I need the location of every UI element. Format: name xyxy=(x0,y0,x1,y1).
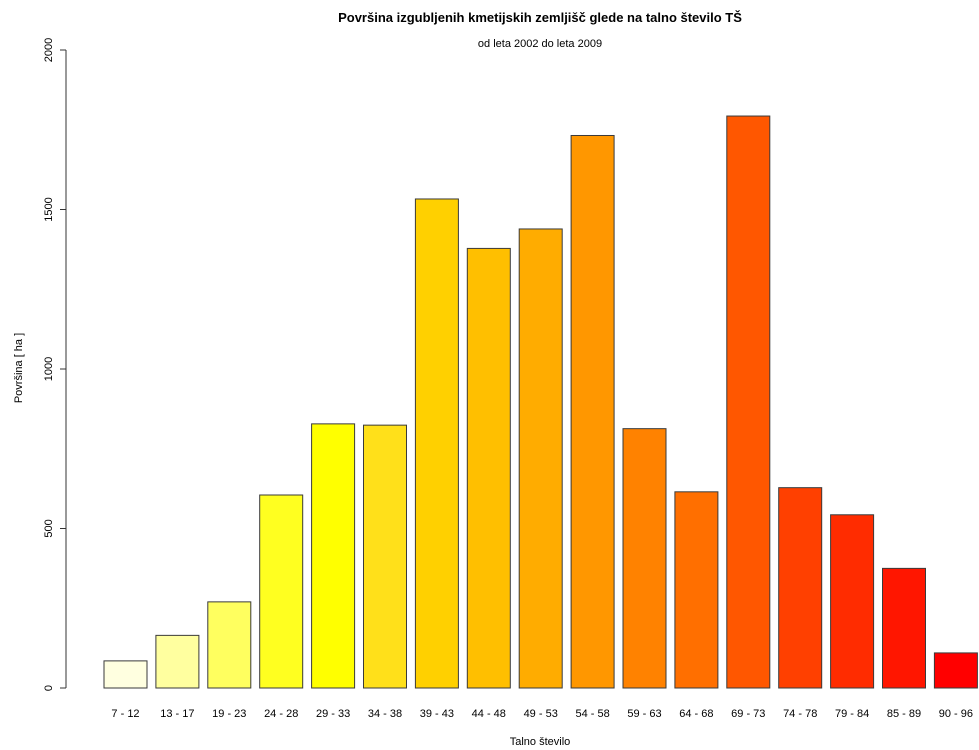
x-tick-label-11: 64 - 68 xyxy=(679,708,713,720)
y-tick-label-1: 500 xyxy=(43,519,55,537)
bar-5 xyxy=(363,424,407,689)
bar-3 xyxy=(259,494,304,689)
bar-8 xyxy=(518,228,563,689)
x-tick-label-16: 90 - 96 xyxy=(939,708,973,720)
x-tick-label-7: 44 - 48 xyxy=(472,708,506,720)
bar-10 xyxy=(622,428,667,689)
y-tick-label-2: 1000 xyxy=(43,357,55,381)
bar-4 xyxy=(311,423,356,689)
chart-subtitle: od leta 2002 do leta 2009 xyxy=(478,38,602,50)
y-tick-label-4: 2000 xyxy=(43,38,55,62)
y-tick-label-0: 0 xyxy=(43,685,55,691)
x-tick-label-8: 49 - 53 xyxy=(524,708,558,720)
bar-6 xyxy=(414,198,459,689)
x-tick-label-5: 34 - 38 xyxy=(368,708,402,720)
x-tick-label-10: 59 - 63 xyxy=(627,708,661,720)
bar-16 xyxy=(933,652,978,689)
x-axis-label: Talno število xyxy=(510,736,571,748)
x-tick-label-6: 39 - 43 xyxy=(420,708,454,720)
y-axis-label: Površina [ ha ] xyxy=(13,333,25,403)
x-tick-label-14: 79 - 84 xyxy=(835,708,869,720)
x-tick-label-12: 69 - 73 xyxy=(731,708,765,720)
bar-12 xyxy=(726,115,771,689)
x-tick-label-9: 54 - 58 xyxy=(575,708,609,720)
x-tick-label-13: 74 - 78 xyxy=(783,708,817,720)
bars xyxy=(103,115,978,689)
bar-0 xyxy=(103,660,148,689)
x-tick-labels: 7 - 12 13 - 17 19 - 23 24 - 28 29 - 33 34 - 3… xyxy=(111,708,973,720)
bar-2 xyxy=(207,601,252,689)
bar-15 xyxy=(882,567,926,689)
bar-7 xyxy=(466,247,511,689)
bar-1 xyxy=(155,634,200,689)
x-tick-label-15: 85 - 89 xyxy=(887,708,921,720)
x-tick-label-4: 29 - 33 xyxy=(316,708,350,720)
x-tick-label-1: 13 - 17 xyxy=(160,708,194,720)
bar-9 xyxy=(570,134,615,689)
bar-14 xyxy=(830,514,875,689)
chart-title: Površina izgubljenih kmetijskih zemljišč… xyxy=(338,10,742,25)
y-axis: 0 500 1000 1500 2000 xyxy=(43,38,67,691)
bar-13 xyxy=(778,487,823,689)
x-tick-label-0: 7 - 12 xyxy=(111,708,139,720)
bar-11 xyxy=(674,491,719,689)
x-tick-label-2: 19 - 23 xyxy=(212,708,246,720)
x-tick-label-3: 24 - 28 xyxy=(264,708,298,720)
y-tick-label-3: 1500 xyxy=(43,197,55,221)
